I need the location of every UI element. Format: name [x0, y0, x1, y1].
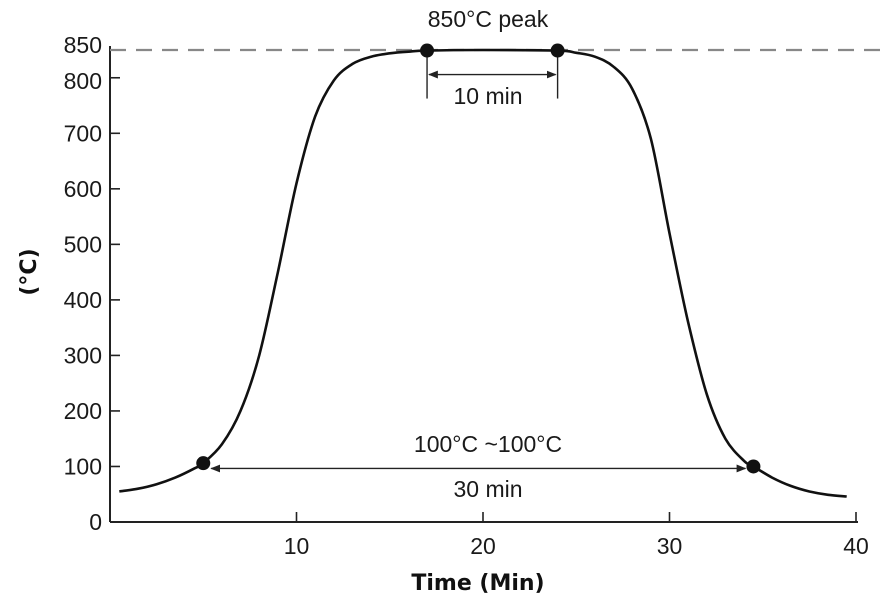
x-tick-label: 10	[284, 533, 310, 559]
y-tick-label: 300	[64, 342, 102, 368]
y-tick-label: 200	[64, 398, 102, 424]
x-tick-label: 40	[843, 533, 869, 559]
y-tick-label: 0	[89, 509, 102, 535]
curve-marker-point	[420, 43, 435, 58]
y-tick-label: 100	[64, 453, 102, 479]
range-label: 100°C ~100°C	[414, 431, 562, 457]
peak-label: 850°C peak	[428, 6, 549, 32]
y-tick-label: 800	[64, 68, 102, 94]
peak-duration-label: 10 min	[453, 83, 522, 109]
y-axis-title: (°C)	[17, 248, 42, 295]
y-tick-label: 400	[64, 287, 102, 313]
curve-marker-point	[746, 459, 761, 474]
y-tick-label: 600	[64, 176, 102, 202]
y-tick-label: 850	[64, 32, 102, 58]
x-axis-title: Time (Min)	[411, 571, 544, 596]
y-tick-label: 500	[64, 231, 102, 257]
temperature-curve	[119, 48, 847, 498]
curve-marker-point	[196, 456, 211, 471]
curve-marker-point	[550, 43, 565, 58]
x-tick-label: 20	[470, 533, 496, 559]
range-duration-label: 30 min	[453, 476, 522, 502]
x-tick-label: 30	[657, 533, 683, 559]
y-tick-label: 700	[64, 120, 102, 146]
